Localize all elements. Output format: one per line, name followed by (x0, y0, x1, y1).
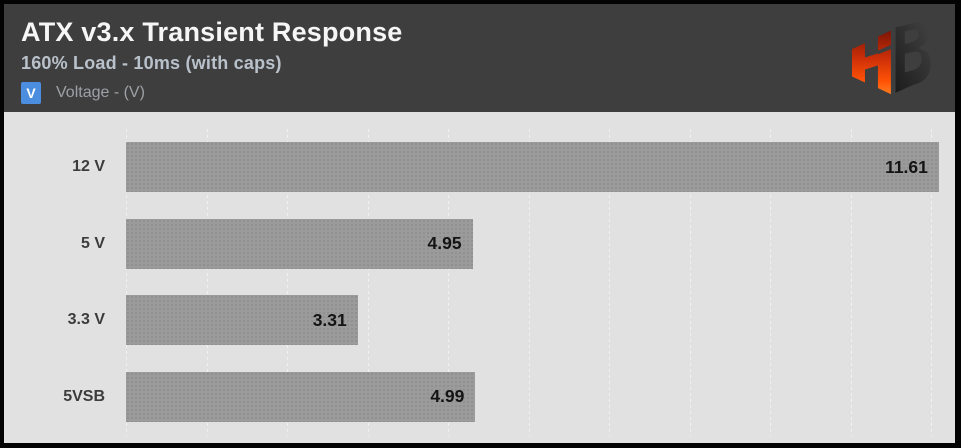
chart-subtitle: 160% Load - 10ms (with caps) (21, 53, 282, 73)
bar: 4.99 (126, 371, 476, 422)
chart-legend: V Voltage - (V) (21, 82, 955, 104)
logo-letter-h (851, 30, 891, 95)
bar-value-label: 11.61 (885, 156, 928, 177)
bar-track: 3.31 (126, 295, 955, 346)
bar-track: 4.99 (126, 371, 955, 422)
bar-rows: 12 V 11.61 5 V 4.95 3.3 V 3.31 5VSB 4.99 (4, 129, 955, 435)
bar-row: 5 V 4.95 (4, 206, 955, 283)
bar-value-label: 4.99 (430, 386, 465, 407)
bar-value-label: 3.31 (312, 309, 347, 330)
chart-title: ATX v3.x Transient Response (21, 17, 403, 47)
bar-row: 3.3 V 3.31 (4, 282, 955, 359)
bar-row: 12 V 11.61 (4, 129, 955, 206)
bar-track: 11.61 (126, 142, 955, 193)
category-label: 5VSB (63, 387, 105, 405)
bar-value-label: 4.95 (427, 233, 462, 254)
legend-series-label: Voltage - (V) (56, 84, 145, 101)
bar-track: 4.95 (126, 218, 955, 269)
plot-area: 12 V 11.61 5 V 4.95 3.3 V 3.31 5VSB 4.99 (4, 112, 955, 443)
legend-series-icon: V (21, 82, 41, 104)
hardware-busters-logo-icon (851, 22, 931, 95)
bar: 11.61 (126, 142, 939, 193)
category-label: 5 V (80, 234, 105, 252)
logo-letter-b (895, 22, 931, 93)
category-label: 3.3 V (67, 311, 105, 329)
bar: 3.31 (126, 295, 358, 346)
category-label: 12 V (72, 158, 105, 176)
bar: 4.95 (126, 218, 473, 269)
bar-row: 5VSB 4.99 (4, 359, 955, 436)
chart-header: ATX v3.x Transient Response 160% Load - … (4, 4, 955, 112)
